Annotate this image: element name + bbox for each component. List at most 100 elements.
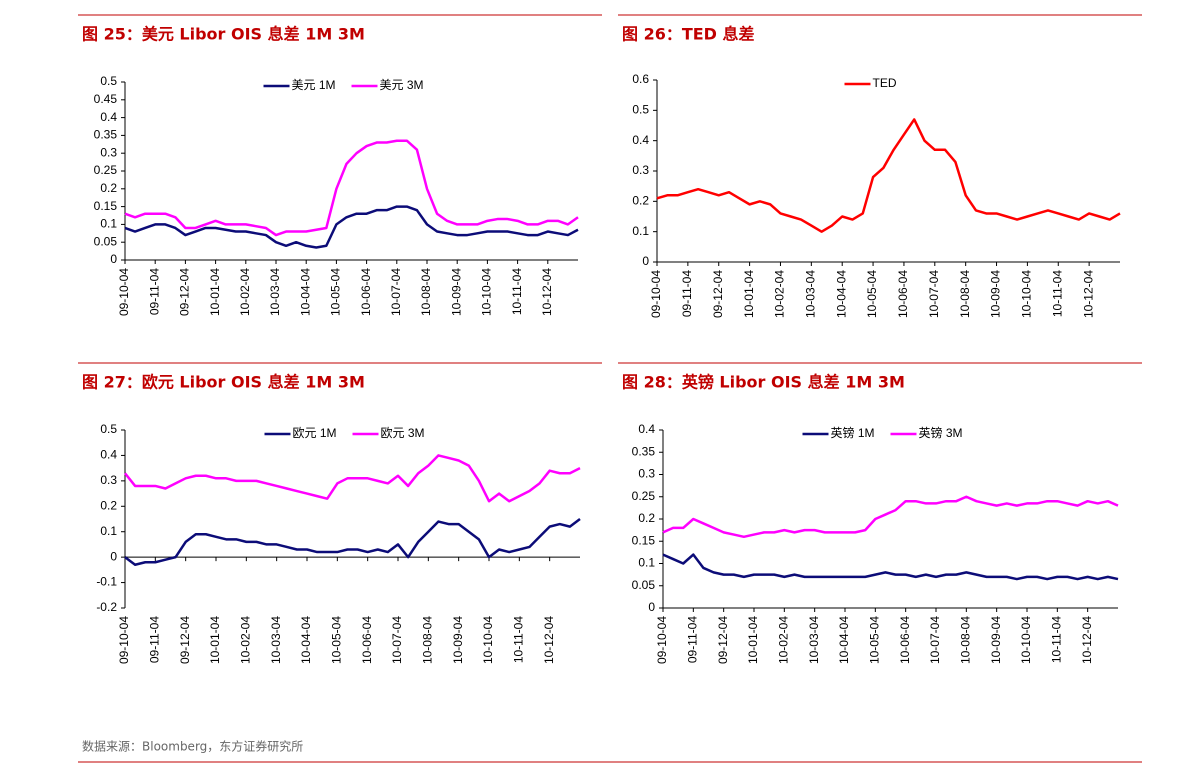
x-tick-label: 10-09-04 bbox=[451, 616, 465, 664]
x-tick-label: 10-07-04 bbox=[390, 616, 404, 664]
y-tick-label: 0.5 bbox=[100, 74, 117, 88]
series-line bbox=[662, 495, 1119, 539]
y-tick-label: 0.5 bbox=[632, 103, 649, 117]
series-line bbox=[662, 553, 1119, 581]
x-tick-label: 10-07-04 bbox=[927, 270, 941, 318]
series-line bbox=[124, 518, 581, 567]
x-tick-label: 10-06-04 bbox=[896, 270, 910, 318]
x-tick-label: 09-10-04 bbox=[655, 616, 669, 664]
x-tick-label: 10-12-04 bbox=[540, 268, 554, 316]
y-tick-label: 0.1 bbox=[638, 556, 655, 570]
legend-label: TED bbox=[873, 76, 897, 90]
y-tick-label: 0.15 bbox=[94, 199, 118, 213]
y-tick-label: 0.4 bbox=[100, 448, 117, 462]
x-tick-label: 10-03-04 bbox=[268, 268, 282, 316]
y-tick-label: -0.1 bbox=[96, 575, 117, 589]
x-tick-label: 10-05-04 bbox=[868, 616, 882, 664]
x-tick-label: 10-06-04 bbox=[360, 616, 374, 664]
x-tick-label: 10-12-04 bbox=[1080, 616, 1094, 664]
x-tick-label: 10-04-04 bbox=[837, 616, 851, 664]
y-tick-label: 0.3 bbox=[100, 473, 117, 487]
x-tick-label: 10-02-04 bbox=[777, 616, 791, 664]
x-tick-label: 10-08-04 bbox=[421, 616, 435, 664]
x-tick-label: 10-08-04 bbox=[959, 616, 973, 664]
x-tick-label: 10-04-04 bbox=[299, 616, 313, 664]
series-line bbox=[124, 139, 579, 237]
y-tick-label: 0.3 bbox=[638, 467, 655, 481]
x-tick-label: 10-12-04 bbox=[1081, 270, 1095, 318]
series-line bbox=[124, 454, 581, 503]
series-line bbox=[656, 118, 1121, 233]
y-tick-label: 0 bbox=[642, 254, 649, 268]
y-tick-label: 0.35 bbox=[632, 444, 656, 458]
legend-label: 美元 1M bbox=[292, 78, 336, 92]
x-tick-label: 09-12-04 bbox=[711, 270, 725, 318]
source-note: 数据来源：Bloomberg，东方证券研究所 bbox=[82, 739, 303, 754]
x-tick-label: 10-02-04 bbox=[773, 270, 787, 318]
x-tick-label: 10-09-04 bbox=[989, 270, 1003, 318]
x-tick-label: 10-11-04 bbox=[510, 268, 524, 315]
x-tick-label: 09-12-04 bbox=[716, 616, 730, 664]
x-tick-label: 10-07-04 bbox=[928, 616, 942, 664]
chart-title: 图 27：欧元 Libor OIS 息差 1M 3M bbox=[82, 373, 365, 392]
x-tick-label: 10-12-04 bbox=[542, 616, 556, 664]
x-tick-label: 10-05-04 bbox=[865, 270, 879, 318]
y-tick-label: 0.5 bbox=[100, 422, 117, 436]
y-tick-label: 0.3 bbox=[100, 145, 117, 159]
legend-label: 美元 3M bbox=[380, 78, 424, 92]
y-tick-label: 0.4 bbox=[100, 110, 117, 124]
x-tick-label: 10-07-04 bbox=[389, 268, 403, 316]
x-tick-label: 10-05-04 bbox=[330, 616, 344, 664]
y-tick-label: 0.2 bbox=[100, 181, 117, 195]
x-tick-label: 10-03-04 bbox=[807, 616, 821, 664]
legend-label: 英镑 1M bbox=[831, 425, 875, 440]
x-tick-label: 10-11-04 bbox=[1050, 616, 1064, 663]
x-tick-label: 09-11-04 bbox=[148, 616, 162, 663]
y-tick-label: 0.3 bbox=[632, 163, 649, 177]
x-tick-label: 10-10-04 bbox=[1019, 616, 1033, 664]
y-tick-label: 0.6 bbox=[632, 72, 649, 86]
x-tick-label: 10-01-04 bbox=[208, 268, 222, 316]
y-tick-label: 0.1 bbox=[100, 217, 117, 231]
y-tick-label: 0 bbox=[648, 600, 655, 614]
x-tick-label: 10-10-04 bbox=[480, 268, 494, 316]
y-tick-label: 0.2 bbox=[632, 194, 649, 208]
x-tick-label: 09-10-04 bbox=[117, 268, 131, 316]
y-tick-label: 0.05 bbox=[94, 234, 118, 248]
x-tick-label: 10-11-04 bbox=[512, 616, 526, 663]
x-tick-label: 10-01-04 bbox=[746, 616, 760, 664]
x-tick-label: 10-03-04 bbox=[269, 616, 283, 664]
x-tick-label: 09-10-04 bbox=[117, 616, 131, 664]
x-tick-label: 10-05-04 bbox=[329, 268, 343, 316]
x-tick-label: 09-12-04 bbox=[178, 616, 192, 664]
x-tick-label: 10-06-04 bbox=[359, 268, 373, 316]
x-tick-label: 10-01-04 bbox=[742, 270, 756, 318]
x-tick-label: 10-08-04 bbox=[419, 268, 433, 316]
legend-label: 英镑 3M bbox=[919, 425, 963, 440]
x-tick-label: 10-08-04 bbox=[958, 270, 972, 318]
y-tick-label: 0.35 bbox=[94, 128, 118, 142]
y-tick-label: 0 bbox=[110, 252, 117, 266]
y-tick-label: -0.2 bbox=[96, 600, 117, 614]
x-tick-label: 09-11-04 bbox=[686, 616, 700, 663]
x-tick-label: 10-03-04 bbox=[804, 270, 818, 318]
y-tick-label: 0 bbox=[110, 549, 117, 563]
y-tick-label: 0.4 bbox=[632, 133, 649, 147]
x-tick-label: 10-04-04 bbox=[298, 268, 312, 316]
x-tick-label: 10-09-04 bbox=[449, 268, 463, 316]
x-tick-label: 10-01-04 bbox=[208, 616, 222, 664]
chart-title: 图 25：美元 Libor OIS 息差 1M 3M bbox=[82, 25, 365, 44]
x-tick-label: 10-10-04 bbox=[481, 616, 495, 664]
y-tick-label: 0.1 bbox=[100, 524, 117, 538]
x-tick-label: 10-02-04 bbox=[239, 616, 253, 664]
x-tick-label: 10-11-04 bbox=[1050, 270, 1064, 317]
y-tick-label: 0.25 bbox=[632, 489, 656, 503]
x-tick-label: 09-10-04 bbox=[649, 270, 663, 318]
y-tick-label: 0.2 bbox=[638, 511, 655, 525]
y-tick-label: 0.25 bbox=[94, 163, 118, 177]
y-tick-label: 0.4 bbox=[638, 422, 655, 436]
y-tick-label: 0.05 bbox=[632, 578, 656, 592]
y-tick-label: 0.45 bbox=[94, 92, 118, 106]
x-tick-label: 10-09-04 bbox=[989, 616, 1003, 664]
